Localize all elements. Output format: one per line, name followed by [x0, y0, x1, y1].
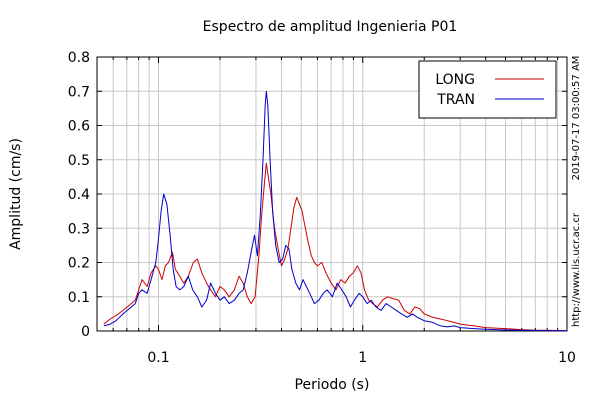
source-url-label: http://www.lis.ucr.ac.cr — [571, 212, 582, 327]
y-tick-label: 0.8 — [68, 50, 90, 66]
y-tick-label: 0.1 — [68, 290, 90, 306]
y-tick-label: 0.2 — [68, 256, 90, 272]
x-tick-label: 0.1 — [147, 350, 169, 366]
series-line-tran — [103, 90, 567, 332]
legend-label-tran: TRAN — [436, 92, 475, 108]
legend-box — [418, 60, 557, 119]
y-tick-label: 0.5 — [68, 153, 90, 169]
x-tick-label: 10 — [558, 350, 576, 366]
y-tick-label: 0.6 — [68, 119, 90, 135]
y-tick-labels: 0 0.1 0.2 0.3 0.4 0.5 0.6 0.7 0.8 — [68, 50, 90, 340]
y-axis-label: Amplitud (cm/s) — [8, 138, 24, 250]
y-tick-label: 0.3 — [68, 221, 90, 237]
legend-label-long: LONG — [435, 72, 475, 88]
x-tick-labels: 0.1 1 10 — [147, 350, 576, 366]
series-lines — [103, 90, 568, 332]
x-tick-label: 1 — [358, 350, 367, 366]
timestamp-label: 2019-07-17 03:00:57 AM — [571, 56, 582, 181]
y-tick-label: 0.4 — [68, 187, 90, 203]
x-axis-label: Periodo (s) — [295, 377, 370, 393]
series-line-long — [103, 162, 568, 332]
chart-title: Espectro de amplitud Ingenieria P01 — [203, 19, 458, 35]
y-tick-label: 0 — [81, 324, 90, 340]
legend: LONG TRAN — [418, 60, 557, 119]
y-tick-label: 0.7 — [68, 84, 90, 100]
